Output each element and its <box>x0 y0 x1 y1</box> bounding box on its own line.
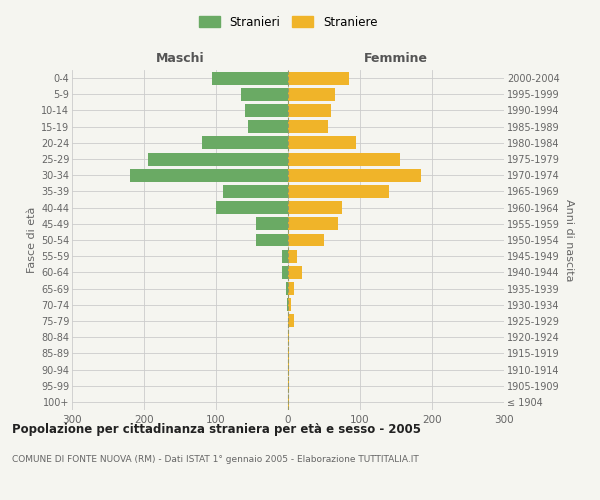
Bar <box>248 120 288 133</box>
Bar <box>288 330 289 344</box>
Bar <box>288 152 400 166</box>
Bar <box>288 266 302 279</box>
Y-axis label: Anni di nascita: Anni di nascita <box>564 198 574 281</box>
Bar <box>288 72 349 85</box>
Bar <box>287 298 288 311</box>
Text: Maschi: Maschi <box>155 52 205 65</box>
Bar <box>288 185 389 198</box>
Bar <box>288 136 356 149</box>
Bar <box>288 282 294 295</box>
Legend: Stranieri, Straniere: Stranieri, Straniere <box>194 11 382 34</box>
Bar <box>282 266 288 279</box>
Bar <box>288 379 289 392</box>
Bar <box>282 250 288 262</box>
Bar <box>288 314 294 328</box>
Bar <box>288 218 338 230</box>
Text: COMUNE DI FONTE NUOVA (RM) - Dati ISTAT 1° gennaio 2005 - Elaborazione TUTTITALI: COMUNE DI FONTE NUOVA (RM) - Dati ISTAT … <box>12 455 419 464</box>
Bar <box>288 363 289 376</box>
Bar <box>288 347 289 360</box>
Bar <box>241 88 288 101</box>
Bar <box>223 185 288 198</box>
Bar <box>148 152 288 166</box>
Text: Popolazione per cittadinanza straniera per età e sesso - 2005: Popolazione per cittadinanza straniera p… <box>12 422 421 436</box>
Bar <box>216 201 288 214</box>
Bar <box>288 169 421 181</box>
Bar <box>256 234 288 246</box>
Bar <box>288 88 335 101</box>
Bar <box>288 201 342 214</box>
Bar <box>286 282 288 295</box>
Bar <box>212 72 288 85</box>
Bar <box>245 104 288 117</box>
Bar <box>130 169 288 181</box>
Bar <box>202 136 288 149</box>
Bar <box>288 104 331 117</box>
Bar <box>288 234 324 246</box>
Bar <box>288 298 291 311</box>
Bar <box>256 218 288 230</box>
Bar <box>288 120 328 133</box>
Bar <box>288 396 289 408</box>
Bar <box>288 250 296 262</box>
Y-axis label: Fasce di età: Fasce di età <box>26 207 37 273</box>
Text: Femmine: Femmine <box>364 52 428 65</box>
